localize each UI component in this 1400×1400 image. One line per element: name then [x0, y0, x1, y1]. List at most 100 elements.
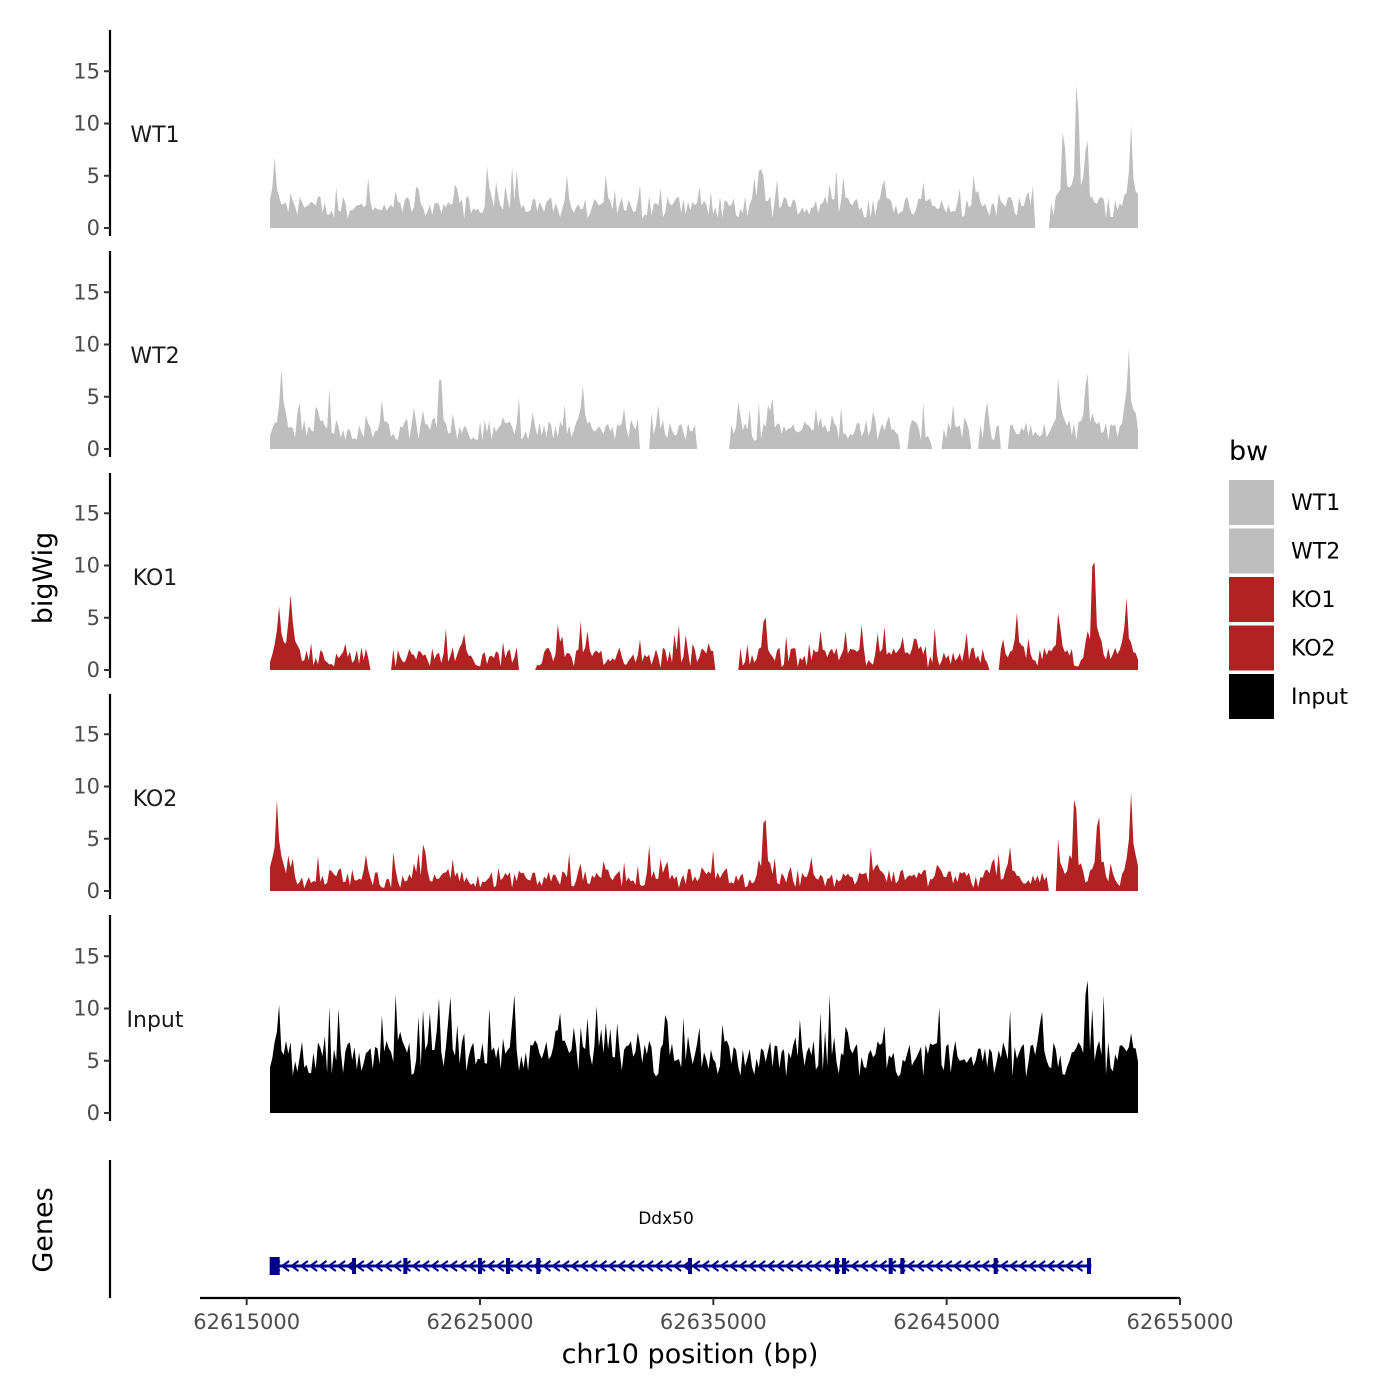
gene-exon — [506, 1258, 510, 1274]
legend-label-wt1: WT1 — [1291, 491, 1340, 516]
y-tick-label: 10 — [73, 112, 100, 136]
gene-exon — [269, 1257, 280, 1275]
strand-arrow — [691, 1260, 701, 1272]
strand-arrow — [560, 1260, 570, 1272]
legend-key-wt2 — [1229, 528, 1274, 574]
y-tick-label: 0 — [87, 216, 100, 240]
track-ko1: 0 5 10 15 KO1 — [73, 473, 1138, 682]
strand-arrow — [308, 1260, 318, 1272]
gene-exon — [835, 1258, 839, 1274]
y-tick-label: 15 — [73, 944, 100, 968]
strand-arrow — [961, 1260, 972, 1272]
y-tick-label: 10 — [73, 333, 100, 357]
strand-arrow — [579, 1260, 589, 1272]
strand-arrow — [355, 1260, 365, 1272]
strand-arrow — [933, 1260, 944, 1272]
gene-exon — [403, 1258, 408, 1274]
y-tick-label: 15 — [73, 280, 100, 304]
y-tick-label: 15 — [73, 59, 100, 83]
coverage-tracks: 0 5 10 15 WT1 0 5 10 15 WT2 0 5 10 15 KO1 0 5 10 15 KO2 0 5 10… — [73, 30, 1138, 1125]
track-ko2: 0 5 10 15 KO2 — [73, 694, 1138, 903]
legend-key-ko1 — [1229, 577, 1274, 622]
strand-arrow — [439, 1260, 449, 1272]
strand-arrow — [1017, 1260, 1028, 1272]
strand-arrow — [317, 1260, 328, 1272]
strand-arrow — [728, 1260, 738, 1272]
strand-arrow — [364, 1260, 374, 1272]
strand-arrow — [523, 1260, 533, 1272]
y-tick-label: 5 — [87, 1049, 100, 1073]
x-axis: chr10 position (bp) 62615000 62625000 6263… — [193, 1296, 1234, 1370]
y-tick-label: 10 — [73, 775, 100, 799]
x-tick-label: 62615000 — [193, 1310, 300, 1334]
strand-arrow — [327, 1260, 337, 1272]
legend-label-ko2: KO2 — [1291, 637, 1336, 662]
strand-arrow — [877, 1260, 888, 1272]
strand-arrow — [756, 1260, 766, 1272]
legend-title: bw — [1229, 436, 1268, 467]
track-label-wt1: WT1 — [130, 123, 179, 148]
strand-arrow — [625, 1260, 636, 1272]
y-tick-label: 15 — [73, 501, 100, 525]
strand-arrow — [513, 1260, 524, 1272]
strand-arrow — [597, 1260, 608, 1272]
y-tick-label: 5 — [87, 385, 100, 409]
gene-exon — [478, 1258, 482, 1274]
strand-arrow — [1045, 1260, 1056, 1272]
track-wt1: 0 5 10 15 WT1 — [73, 30, 1138, 240]
gene-exon — [352, 1258, 356, 1274]
x-tick-label: 62655000 — [1127, 1310, 1234, 1334]
x-tick-label: 62645000 — [893, 1310, 1000, 1334]
track-input: 0 5 10 15 Input — [73, 915, 1138, 1125]
coverage-area-wt2 — [270, 348, 1138, 449]
strand-arrow — [289, 1260, 300, 1272]
coverage-area-wt1 — [270, 85, 1138, 228]
strand-arrow — [644, 1260, 654, 1272]
legend-key-wt1 — [1229, 480, 1274, 525]
strand-arrow — [635, 1260, 645, 1272]
gene-exon — [900, 1258, 905, 1274]
track-label-wt2: WT2 — [130, 344, 179, 369]
strand-arrow — [905, 1260, 916, 1272]
x-tick-label: 62625000 — [427, 1310, 534, 1334]
y-axis-title: bigWig — [28, 532, 59, 625]
strand-arrow — [383, 1260, 393, 1272]
gene-exon — [993, 1258, 998, 1274]
gene-exon — [842, 1258, 846, 1274]
strand-arrow — [737, 1260, 748, 1272]
coverage-area-input — [270, 980, 1138, 1113]
strand-arrow — [1073, 1260, 1084, 1272]
y-tick-label: 0 — [87, 879, 100, 903]
legend-label-wt2: WT2 — [1291, 540, 1340, 565]
strand-arrow — [653, 1260, 664, 1272]
track-wt2: 0 5 10 15 WT2 — [73, 251, 1138, 461]
y-tick-label: 5 — [87, 606, 100, 630]
strand-arrow — [971, 1260, 981, 1272]
legend-key-input — [1229, 674, 1274, 719]
gene-exon — [888, 1258, 893, 1274]
y-axis-title-group: bigWig — [28, 532, 59, 625]
strand-arrow — [821, 1260, 832, 1272]
strand-arrow — [411, 1260, 421, 1272]
strand-arrow — [700, 1260, 710, 1272]
strand-arrow — [392, 1260, 402, 1272]
strand-arrow — [793, 1260, 804, 1272]
strand-arrow — [980, 1260, 990, 1272]
strand-arrow — [541, 1260, 552, 1272]
y-tick-label: 10 — [73, 554, 100, 578]
strand-arrow — [429, 1260, 440, 1272]
track-label-ko2: KO2 — [133, 787, 178, 812]
strand-arrow — [999, 1260, 1009, 1272]
strand-arrow — [812, 1260, 822, 1272]
strand-arrow — [336, 1260, 346, 1272]
x-tick-label: 62635000 — [660, 1310, 767, 1334]
strand-arrow — [569, 1260, 580, 1272]
strand-arrow — [803, 1260, 813, 1272]
strand-arrow — [495, 1260, 505, 1272]
gene-track: Genes Ddx50 — [28, 1160, 1092, 1298]
gene-track-title: Genes — [28, 1187, 59, 1272]
coverage-area-ko1 — [270, 562, 1138, 670]
strand-arrow — [373, 1260, 384, 1272]
strand-arrow — [467, 1260, 477, 1272]
